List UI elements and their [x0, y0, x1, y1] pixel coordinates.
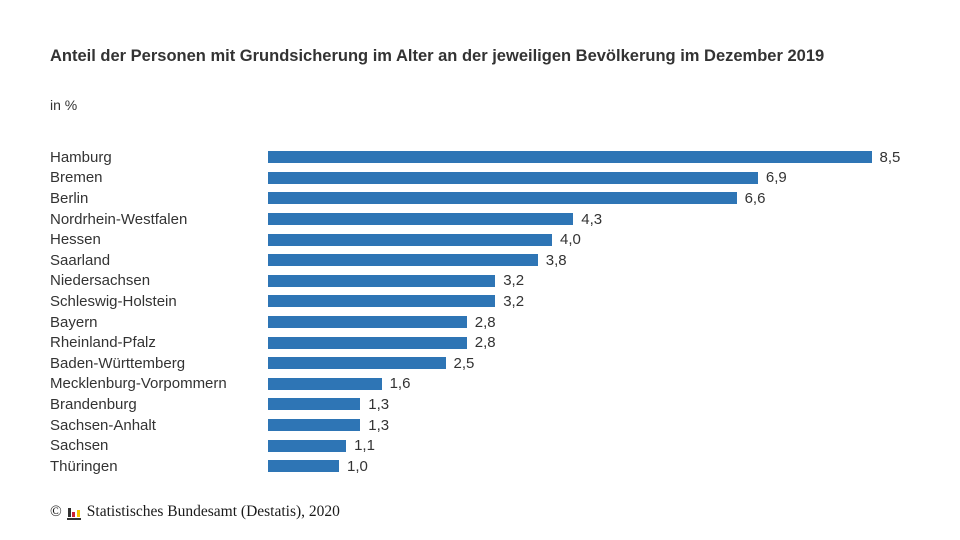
value-label: 1,3	[368, 416, 390, 434]
bar-row: Schleswig-Holstein 3,2	[50, 291, 930, 312]
value-label: 6,9	[765, 169, 787, 187]
logo-bar-red	[72, 512, 76, 517]
value-label: 3,2	[503, 272, 525, 290]
value-label: 4,0	[560, 231, 581, 249]
category-label: Hessen	[50, 231, 101, 249]
bar-row: Brandenburg 1,3	[50, 394, 930, 415]
bar-row: Hessen 4,0	[50, 229, 930, 250]
bar	[268, 171, 758, 184]
value-label: 1,1	[354, 437, 375, 455]
logo-baseline	[66, 518, 81, 520]
category-label: Schleswig-Holstein	[50, 292, 177, 310]
copyright-symbol: ©	[50, 503, 62, 520]
logo-bar-gold	[76, 510, 80, 517]
category-label: Mecklenburg-Vorpommern	[50, 375, 227, 393]
bar-row: Baden-Württemberg 2,5	[50, 353, 930, 374]
value-label: 2,5	[453, 354, 475, 372]
source-line: © Statistisches Bundesamt (Destatis), 20…	[50, 503, 340, 521]
value-label: 3,8	[545, 251, 567, 269]
bar	[268, 213, 574, 226]
category-label: Nordrhein-Westfalen	[50, 210, 188, 228]
bar	[268, 377, 382, 390]
value-label: 8,5	[879, 148, 901, 166]
bar	[268, 316, 467, 329]
value-label: 1,3	[368, 395, 390, 413]
category-label: Baden-Württemberg	[50, 354, 186, 372]
value-label: 2,8	[474, 334, 496, 352]
bar	[268, 233, 552, 246]
category-label: Sachsen-Anhalt	[50, 416, 156, 434]
chart-unit-label: in %	[50, 97, 78, 113]
bar-row: Sachsen 1,1	[50, 435, 930, 456]
bar	[268, 419, 361, 432]
bar	[268, 439, 347, 452]
bar	[268, 254, 538, 267]
bar	[268, 151, 872, 164]
chart-title: Anteil der Personen mit Grundsicherung i…	[50, 47, 825, 65]
value-label: 4,3	[581, 210, 603, 228]
bar-row: Thüringen 1,0	[50, 456, 930, 477]
bar	[268, 460, 339, 473]
category-label: Brandenburg	[50, 395, 137, 413]
category-label: Sachsen	[50, 437, 109, 455]
bar-row: Saarland 3,8	[50, 250, 930, 271]
value-label: 1,0	[347, 457, 368, 475]
bar	[268, 398, 361, 411]
bar	[268, 274, 496, 287]
bar-row: Niedersachsen 3,2	[50, 271, 930, 292]
value-label: 2,8	[474, 313, 496, 331]
value-label: 3,2	[503, 292, 525, 310]
category-label: Bremen	[50, 169, 103, 187]
bar	[268, 295, 496, 308]
value-label: 6,6	[744, 189, 766, 207]
bar	[268, 336, 467, 349]
category-label: Niedersachsen	[50, 272, 151, 290]
bar-row: Hamburg 8,5	[50, 147, 930, 168]
category-label: Saarland	[50, 251, 111, 269]
bar-row: Sachsen-Anhalt 1,3	[50, 415, 930, 436]
bar-row: Berlin 6,6	[50, 188, 930, 209]
bar-row: Bremen 6,9	[50, 168, 930, 189]
bar-chart: Hamburg 8,5 Bremen 6,9 Berlin 6,6 Nordrhein-We…	[50, 147, 930, 477]
bar-row: Nordrhein-Westfalen 4,3	[50, 209, 930, 230]
logo-bars	[67, 506, 81, 517]
destatis-logo-icon	[66, 506, 81, 520]
bar	[268, 357, 446, 370]
value-label: 1,6	[389, 375, 411, 393]
bar-row: Rheinland-Pfalz 2,8	[50, 332, 930, 353]
category-label: Thüringen	[50, 457, 118, 475]
bar-row: Bayern 2,8	[50, 312, 930, 333]
source-text: Statistisches Bundesamt (Destatis), 2020	[86, 503, 340, 520]
bar	[268, 192, 737, 205]
category-label: Bayern	[50, 313, 98, 331]
logo-bar-black	[67, 508, 71, 517]
bar-row: Mecklenburg-Vorpommern 1,6	[50, 374, 930, 395]
category-label: Hamburg	[50, 148, 112, 166]
category-label: Berlin	[50, 189, 89, 207]
category-label: Rheinland-Pfalz	[50, 334, 156, 352]
